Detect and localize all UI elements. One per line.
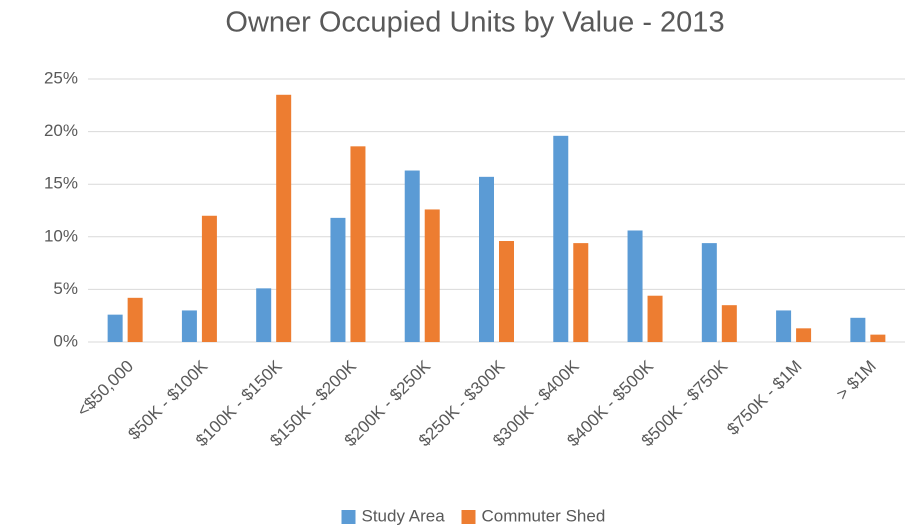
bar xyxy=(701,243,717,342)
bar xyxy=(573,243,589,342)
bar xyxy=(404,170,420,342)
bar xyxy=(776,310,792,342)
x-tick-label: > $1M xyxy=(833,357,880,404)
x-tick-label: $750K - $1M xyxy=(723,357,805,439)
y-tick-label: 15% xyxy=(44,174,78,193)
legend-swatch xyxy=(461,510,476,524)
y-tick-label: 20% xyxy=(44,121,78,140)
bar xyxy=(796,328,812,342)
bar xyxy=(627,230,643,342)
bar xyxy=(330,217,346,342)
y-tick-label: 0% xyxy=(53,331,78,350)
legend-swatch xyxy=(341,510,356,524)
bar xyxy=(479,176,494,342)
bar xyxy=(499,241,514,342)
bar xyxy=(127,297,143,342)
bar xyxy=(553,135,569,342)
chart-title: Owner Occupied Units by Value - 2013 xyxy=(225,7,724,39)
y-tick-label: 10% xyxy=(44,226,78,245)
bar xyxy=(201,215,217,342)
bar xyxy=(850,317,866,342)
y-tick-label: 25% xyxy=(44,68,78,87)
bar xyxy=(647,295,663,342)
bar xyxy=(276,94,292,342)
bar xyxy=(181,310,197,342)
x-tick-label: <$50,000 xyxy=(73,357,137,421)
bar xyxy=(424,209,440,342)
bar xyxy=(721,305,737,342)
bar xyxy=(870,334,886,342)
bar xyxy=(350,146,366,342)
legend-label: Commuter Shed xyxy=(482,506,606,525)
legend-label: Study Area xyxy=(362,506,446,525)
y-tick-label: 5% xyxy=(53,279,78,298)
bar xyxy=(256,288,272,342)
bar xyxy=(107,314,123,342)
